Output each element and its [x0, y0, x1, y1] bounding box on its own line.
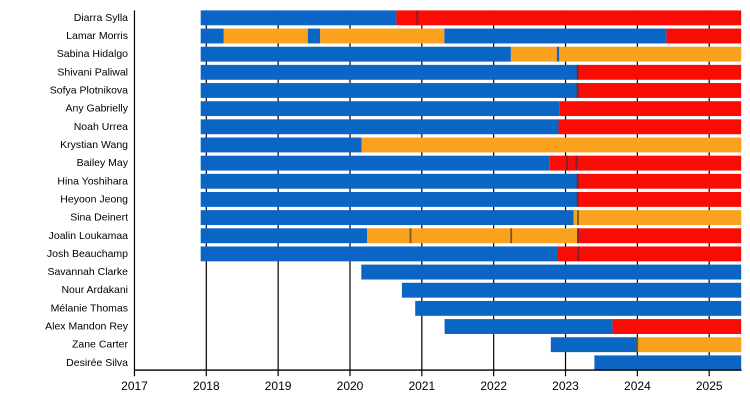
svg-text:Diarra Sylla: Diarra Sylla: [74, 12, 128, 24]
svg-text:2020: 2020: [337, 379, 364, 393]
svg-text:Nour Ardakani: Nour Ardakani: [61, 284, 128, 296]
svg-text:Sofya Plotnikova: Sofya Plotnikova: [50, 84, 128, 96]
svg-text:2017: 2017: [121, 379, 148, 393]
svg-text:2018: 2018: [193, 379, 220, 393]
svg-text:Hina Yoshihara: Hina Yoshihara: [57, 175, 128, 187]
svg-text:Lamar Morris: Lamar Morris: [66, 30, 128, 42]
svg-text:Shivani Paliwal: Shivani Paliwal: [57, 66, 128, 78]
svg-text:Krystian Wang: Krystian Wang: [60, 139, 128, 151]
svg-text:Zane Carter: Zane Carter: [72, 339, 129, 351]
svg-text:Joalin Loukamaa: Joalin Loukamaa: [49, 230, 129, 242]
svg-text:Sina Deinert: Sina Deinert: [70, 212, 128, 224]
svg-text:Savannah Clarke: Savannah Clarke: [47, 266, 128, 278]
svg-text:Heyoon Jeong: Heyoon Jeong: [60, 193, 128, 205]
svg-text:Sabina Hidalgo: Sabina Hidalgo: [57, 48, 128, 60]
svg-text:2022: 2022: [480, 379, 507, 393]
svg-text:2024: 2024: [624, 379, 651, 393]
svg-text:2021: 2021: [408, 379, 435, 393]
svg-text:2023: 2023: [552, 379, 579, 393]
svg-text:Desirée Silva: Desirée Silva: [66, 357, 128, 369]
svg-text:Noah Urrea: Noah Urrea: [74, 121, 128, 133]
svg-text:Any Gabrielly: Any Gabrielly: [66, 103, 129, 115]
svg-text:Bailey May: Bailey May: [77, 157, 129, 169]
svg-text:Mélanie Thomas: Mélanie Thomas: [51, 302, 128, 314]
svg-text:2025: 2025: [696, 379, 723, 393]
svg-text:2019: 2019: [265, 379, 292, 393]
svg-text:Alex Mandon Rey: Alex Mandon Rey: [45, 321, 129, 333]
svg-text:Josh Beauchamp: Josh Beauchamp: [47, 248, 128, 260]
